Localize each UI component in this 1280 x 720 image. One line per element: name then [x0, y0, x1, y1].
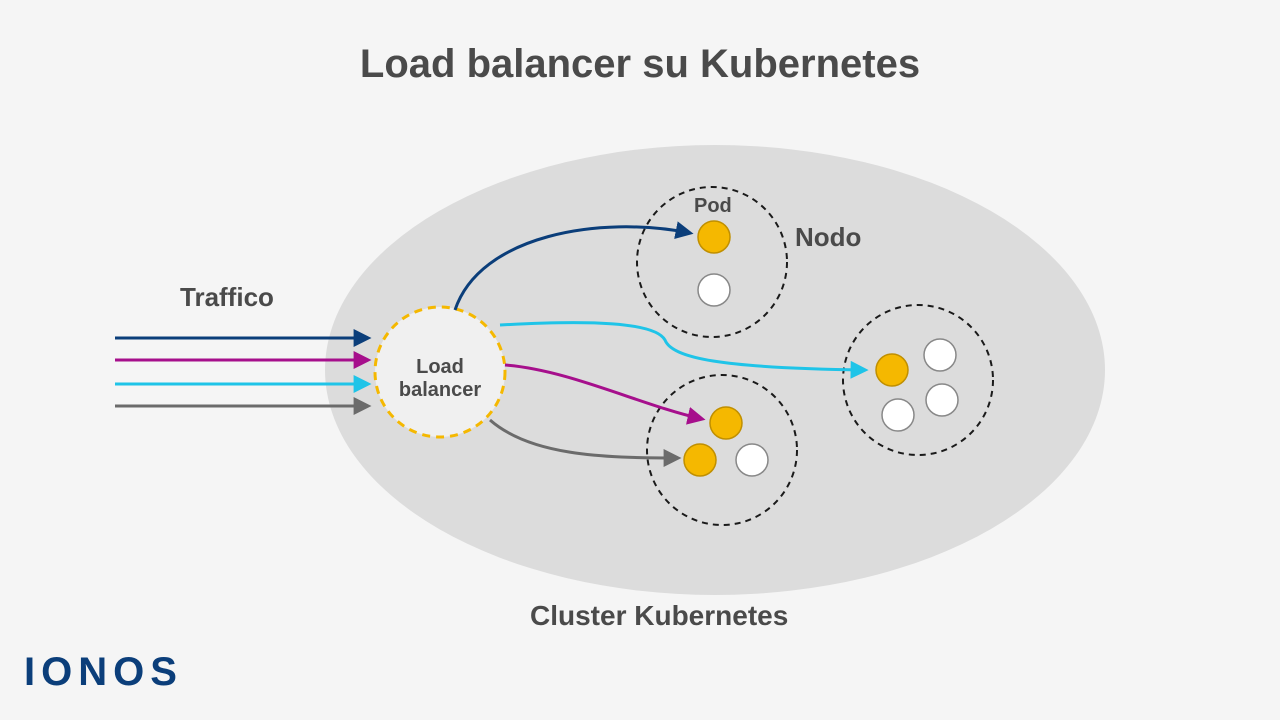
cluster-label: Cluster Kubernetes — [530, 600, 788, 632]
ionos-logo: IONOS — [24, 650, 183, 695]
traffic-label: Traffico — [180, 282, 274, 313]
diagram-title: Load balancer su Kubernetes — [0, 42, 1280, 87]
pod-label: Pod — [694, 195, 732, 218]
nodo-label: Nodo — [795, 222, 861, 253]
lb-line2: balancer — [399, 379, 481, 401]
load-balancer-label: Load balancer — [380, 356, 500, 402]
lb-line1: Load — [416, 356, 464, 378]
